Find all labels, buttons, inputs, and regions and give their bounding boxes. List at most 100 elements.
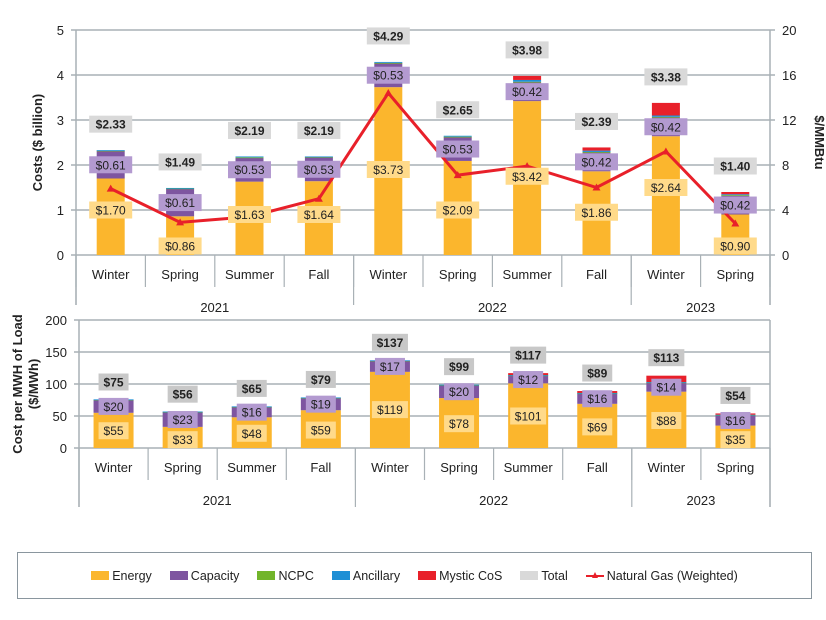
capacity-data-label-bg <box>297 160 341 178</box>
total-data-label: $117 <box>515 349 541 363</box>
total-data-label-bg <box>228 121 271 139</box>
total-data-label-bg <box>167 385 198 403</box>
total-data-label-bg <box>297 121 341 139</box>
capacity-data-label-bg <box>505 83 549 101</box>
natural-gas-point <box>523 162 532 170</box>
capacity-data-label-bg <box>236 403 267 421</box>
x-category-label: Fall <box>310 460 331 475</box>
bar-segment-ancillary <box>651 115 680 117</box>
total-data-label: $89 <box>587 367 607 381</box>
bar-segment-ancillary <box>304 156 333 158</box>
total-data-label-bg <box>444 358 475 376</box>
x-category-label: Summer <box>225 267 275 282</box>
total-data-label-bg <box>366 27 410 45</box>
x-category-label: Summer <box>504 460 554 475</box>
total-data-label-bg <box>713 157 757 175</box>
x-group-label: 2021 <box>200 300 229 315</box>
legend-label-mystic-cos: Mystic CoS <box>439 568 503 583</box>
total-data-label: $2.19 <box>304 124 334 138</box>
capacity-data-label: $16 <box>242 406 262 420</box>
legend-item-capacity: Capacity <box>169 569 239 583</box>
energy-data-label-bg <box>228 206 271 223</box>
capacity-data-label: $0.42 <box>720 199 750 213</box>
total-data-label: $1.40 <box>720 160 750 174</box>
legend: Energy Capacity NCPC Ancillary Mystic Co… <box>17 552 812 599</box>
total-data-label: $113 <box>653 351 679 365</box>
total-data-label: $4.29 <box>373 29 403 43</box>
legend-swatch-capacity <box>169 571 188 580</box>
total-data-label-bg <box>648 349 685 367</box>
capacity-data-label: $0.53 <box>304 163 334 177</box>
x-category-label: Summer <box>227 460 277 475</box>
total-data-label: $2.65 <box>443 103 473 117</box>
x-category-label: Spring <box>164 460 202 475</box>
y-tick-label: 50 <box>53 409 67 424</box>
capacity-data-label: $0.42 <box>651 120 681 134</box>
natural-gas-line <box>110 90 737 225</box>
x-category-label: Winter <box>371 460 409 475</box>
capacity-data-label-bg <box>89 156 133 174</box>
capacity-data-label-bg <box>158 194 202 212</box>
capacity-data-label: $0.53 <box>443 143 473 157</box>
x-category-label: Spring <box>439 267 477 282</box>
energy-data-label-bg <box>436 201 480 219</box>
capacity-data-label: $0.61 <box>96 158 126 172</box>
x-category-label: Summer <box>503 267 553 282</box>
bar-segment-mystic-cos <box>513 75 542 80</box>
energy-data-label: $48 <box>242 427 262 441</box>
bar-segment-ancillary <box>513 79 542 82</box>
y-tick-label: 100 <box>45 377 67 392</box>
bar-segment-ncpc <box>513 81 542 83</box>
capacity-data-label: $17 <box>380 360 400 374</box>
energy-data-label-bg <box>366 161 410 178</box>
energy-data-label-bg <box>582 418 613 436</box>
energy-data-label-bg <box>167 431 198 449</box>
natural-gas-point <box>176 218 185 226</box>
energy-data-label: $0.86 <box>165 240 195 254</box>
bar-segment-mystic-cos <box>582 147 611 151</box>
total-data-label: $3.98 <box>512 43 542 57</box>
energy-data-label-bg <box>651 411 682 429</box>
natural-gas-point <box>661 147 670 155</box>
legend-swatch-ancillary <box>331 571 350 580</box>
energy-data-label-bg <box>505 167 549 185</box>
total-data-label: $99 <box>449 360 469 374</box>
natural-gas-point <box>384 89 393 96</box>
total-data-label: $2.33 <box>96 118 126 132</box>
bar-segment-ancillary <box>582 150 611 152</box>
capacity-data-label-bg <box>720 411 751 429</box>
capacity-data-label: $14 <box>656 381 676 395</box>
capacity-data-label-bg <box>644 118 688 136</box>
natural-gas-point <box>592 183 601 191</box>
capacity-data-label: $0.61 <box>165 196 195 210</box>
capacity-data-label-bg <box>444 383 475 401</box>
energy-data-label: $1.64 <box>304 208 334 222</box>
total-data-label: $54 <box>725 389 745 403</box>
bar-segment-mystic-cos <box>651 102 680 116</box>
energy-data-label: $101 <box>515 410 542 424</box>
capacity-data-label-bg <box>651 378 682 396</box>
y2-tick-label: 20 <box>782 23 796 38</box>
y2-tick-label: 12 <box>782 113 796 128</box>
total-data-label-bg <box>89 115 133 133</box>
bar-segment-ancillary <box>166 187 195 189</box>
legend-label-ncpc: NCPC <box>278 568 314 583</box>
x-category-label: Spring <box>440 460 478 475</box>
energy-data-label: $88 <box>656 414 676 428</box>
legend-label-natural-gas: Natural Gas (Weighted) <box>606 568 738 583</box>
x-category-label: Winter <box>95 460 133 475</box>
x-group-label: 2023 <box>686 300 715 315</box>
x-category-label: Spring <box>717 267 755 282</box>
capacity-data-label: $16 <box>725 414 745 428</box>
total-data-label: $1.49 <box>165 155 195 169</box>
bar-segment-ncpc <box>582 151 611 153</box>
energy-data-label-bg <box>89 201 133 219</box>
x-category-label: Winter <box>648 460 686 475</box>
y-tick-label: 5 <box>57 23 64 38</box>
x-group-label: 2023 <box>686 493 715 508</box>
capacity-data-label-bg <box>305 395 336 413</box>
total-data-label: $75 <box>104 376 124 390</box>
energy-data-label: $2.09 <box>443 204 473 218</box>
